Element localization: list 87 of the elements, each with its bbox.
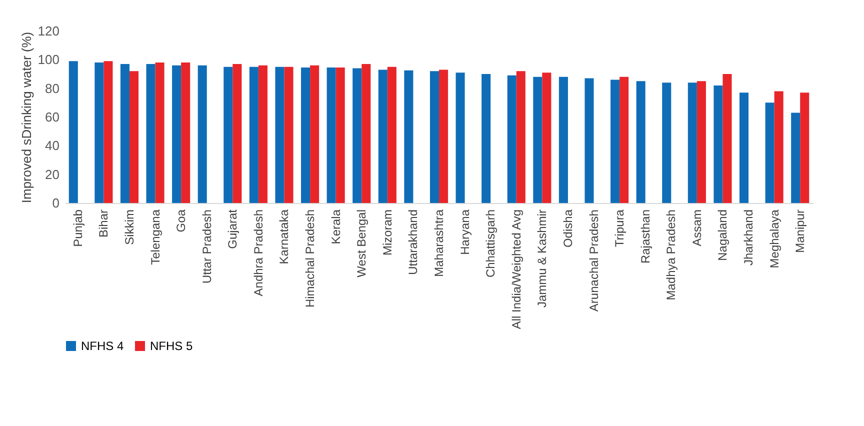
x-tick-label: All India/Weighted Avg (509, 210, 524, 330)
x-tick-label: Meghalaya (767, 209, 782, 268)
bar (791, 112, 800, 203)
x-tick-label: Gujarat (226, 208, 240, 249)
x-tick-label: Jharkhand (742, 210, 756, 266)
bar (584, 78, 594, 203)
bar (362, 64, 371, 203)
bar (688, 82, 697, 203)
x-tick-label: Chhattisgarh (484, 210, 498, 278)
bar (404, 70, 414, 203)
bar (533, 76, 542, 203)
bar (800, 92, 810, 203)
bar (224, 66, 233, 203)
bar (94, 62, 104, 203)
bar (232, 64, 242, 203)
x-tick-label: Manipur (793, 210, 808, 253)
bar (310, 65, 320, 203)
bar (155, 62, 164, 203)
x-tick-label: Arunachal Pradesh (586, 210, 601, 312)
bar (284, 66, 294, 203)
bar (258, 65, 268, 203)
bar (249, 66, 258, 203)
bar (301, 68, 310, 203)
x-tick-label: Uttarakhand (406, 210, 420, 275)
bar (275, 66, 284, 203)
bar (507, 75, 516, 203)
y-tick-label: 120 (38, 24, 60, 38)
x-tick-label: Tripura (612, 209, 627, 248)
bar (129, 71, 139, 203)
x-tick-label: Jammu & Kashmir (535, 210, 550, 308)
bar (714, 85, 723, 203)
bar (430, 71, 439, 203)
x-tick-label: Sikkim (122, 210, 136, 245)
bar (722, 74, 732, 203)
y-tick-label: 40 (45, 138, 60, 154)
x-tick-label: Telengana (148, 209, 162, 265)
bar (146, 64, 156, 203)
bar (439, 70, 448, 203)
bar (336, 68, 345, 203)
x-tick-label: Uttar Pradesh (200, 210, 214, 284)
bar (774, 91, 784, 203)
bar (120, 64, 130, 203)
bar (482, 74, 491, 203)
x-tick-label: Maharashtra (432, 209, 446, 277)
x-tick-label: Andhra Pradesh (251, 210, 266, 296)
bar (198, 65, 207, 203)
x-tick-label: Nagaland (716, 210, 730, 261)
y-tick-label: 20 (45, 166, 60, 182)
x-tick-label: Odisha (560, 209, 575, 248)
bar (516, 71, 526, 203)
bar (620, 76, 629, 203)
bar (172, 65, 182, 203)
x-tick-label: Bihar (96, 210, 111, 238)
bar (68, 61, 78, 203)
bar (456, 72, 465, 203)
bar (696, 81, 706, 203)
y-tick-label: 60 (45, 110, 60, 124)
y-tick-label: 0 (52, 196, 60, 210)
x-tick-label: Karnataka (277, 209, 292, 264)
x-tick-label: West Bengal (354, 210, 369, 278)
x-tick-label: Mizoram (380, 210, 394, 256)
x-tick-label: Himachal Pradesh (303, 210, 318, 308)
bar (610, 80, 620, 203)
legend-label: NFHS 4 (81, 339, 124, 353)
y-axis-title: Improved sDrinking water (%) (18, 32, 34, 204)
bar (352, 68, 362, 203)
bar (104, 61, 113, 203)
bar (662, 82, 672, 203)
bar (387, 66, 396, 203)
bar (636, 81, 646, 203)
legend-label: NFHS 5 (150, 339, 193, 353)
bar (558, 76, 568, 203)
y-tick-label: 80 (45, 80, 60, 96)
bar (181, 62, 190, 203)
bar (739, 92, 749, 203)
y-tick-label: 100 (38, 52, 60, 68)
bar (326, 68, 336, 203)
x-tick-label: Rajasthan (638, 210, 652, 264)
x-tick-label: Madhya Pradesh (664, 210, 678, 300)
bar (542, 72, 552, 203)
x-tick-label: Goa (174, 209, 188, 232)
bar (765, 102, 774, 203)
x-tick-label: Haryana (458, 209, 472, 255)
x-tick-label: Punjab (70, 209, 85, 247)
bar (378, 70, 388, 203)
x-tick-label: Assam (690, 210, 704, 246)
x-tick-label: Kerala (328, 209, 343, 244)
